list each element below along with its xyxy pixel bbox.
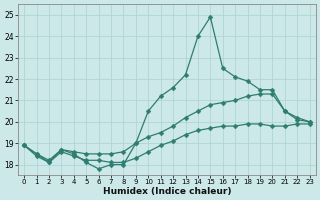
X-axis label: Humidex (Indice chaleur): Humidex (Indice chaleur)	[103, 187, 231, 196]
